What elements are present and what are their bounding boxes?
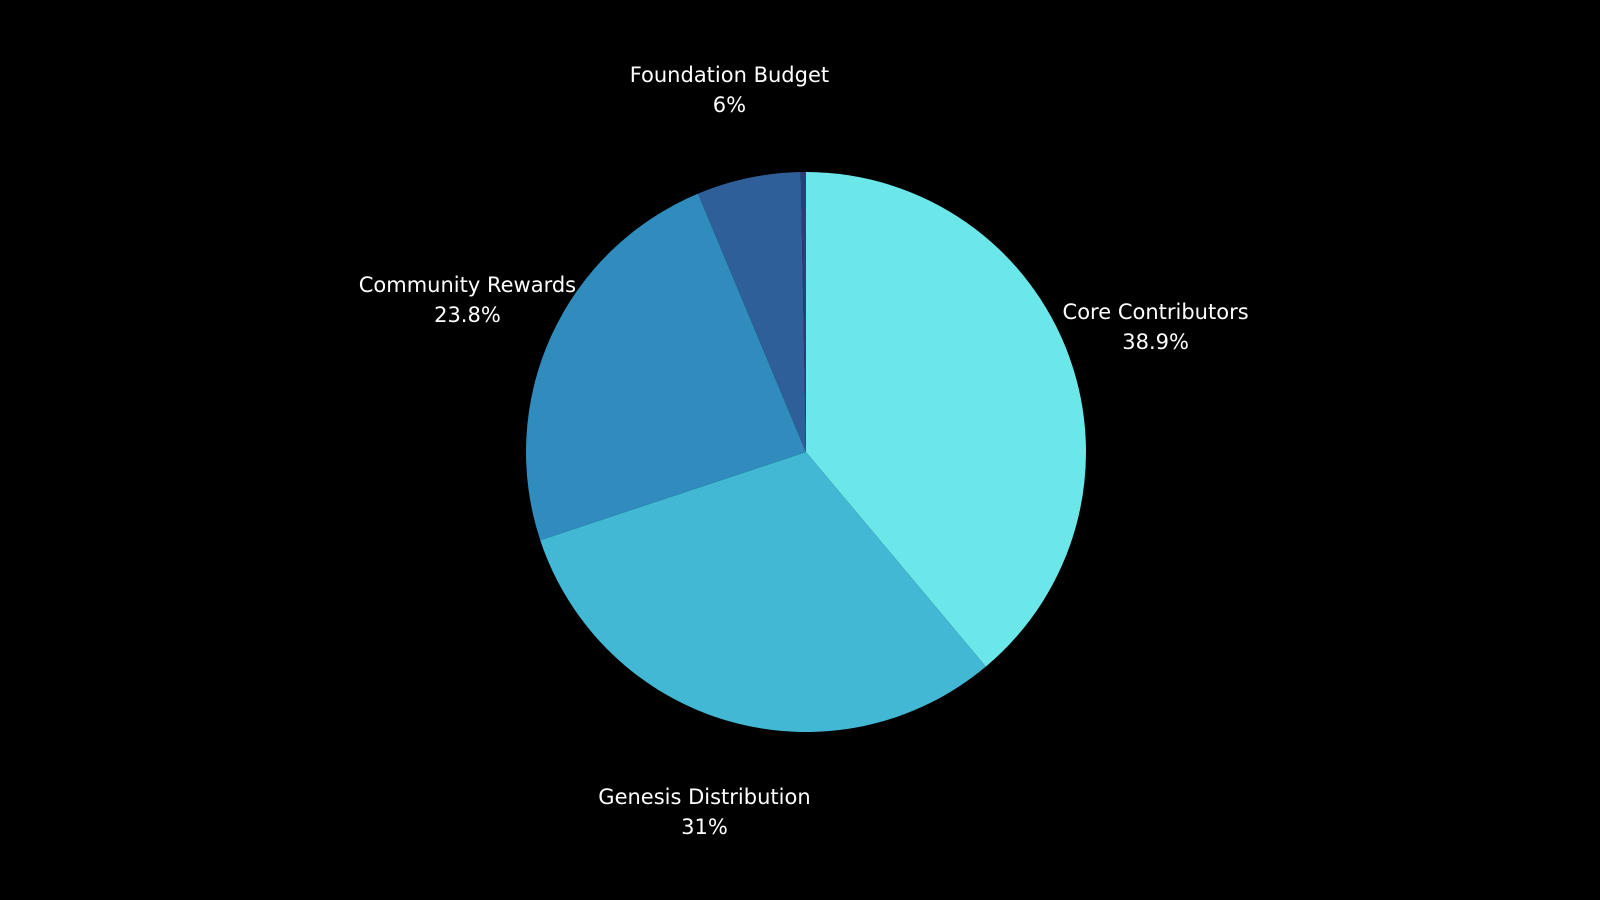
pie-slice-4 (800, 172, 806, 452)
pie-slice-core-contributors (806, 172, 1087, 667)
pie-label-name: Community Rewards (359, 273, 576, 297)
pie-label-name: Core Contributors (1063, 300, 1249, 324)
pie-slice-genesis-distribution (540, 452, 986, 733)
pie-label-name: Genesis Distribution (598, 785, 810, 809)
pie-slices (525, 172, 1087, 733)
pie-label-genesis-distribution: Genesis Distribution 31% (598, 785, 810, 839)
pie-label-value: 38.9% (1122, 330, 1189, 354)
pie-labels: Core Contributors 38.9% Genesis Distributi… (359, 63, 1249, 839)
pie-label-value: 31% (681, 815, 728, 839)
pie-slice-foundation-budget (698, 172, 806, 452)
pie-label-community-rewards: Community Rewards 23.8% (359, 273, 576, 327)
pie-label-value: 6% (713, 93, 746, 117)
pie-label-foundation-budget: Foundation Budget 6% (630, 63, 829, 117)
pie-slice-community-rewards (525, 193, 806, 541)
pie-label-core-contributors: Core Contributors 38.9% (1063, 300, 1249, 354)
pie-label-name: Foundation Budget (630, 63, 829, 87)
pie-label-value: 23.8% (434, 303, 501, 327)
